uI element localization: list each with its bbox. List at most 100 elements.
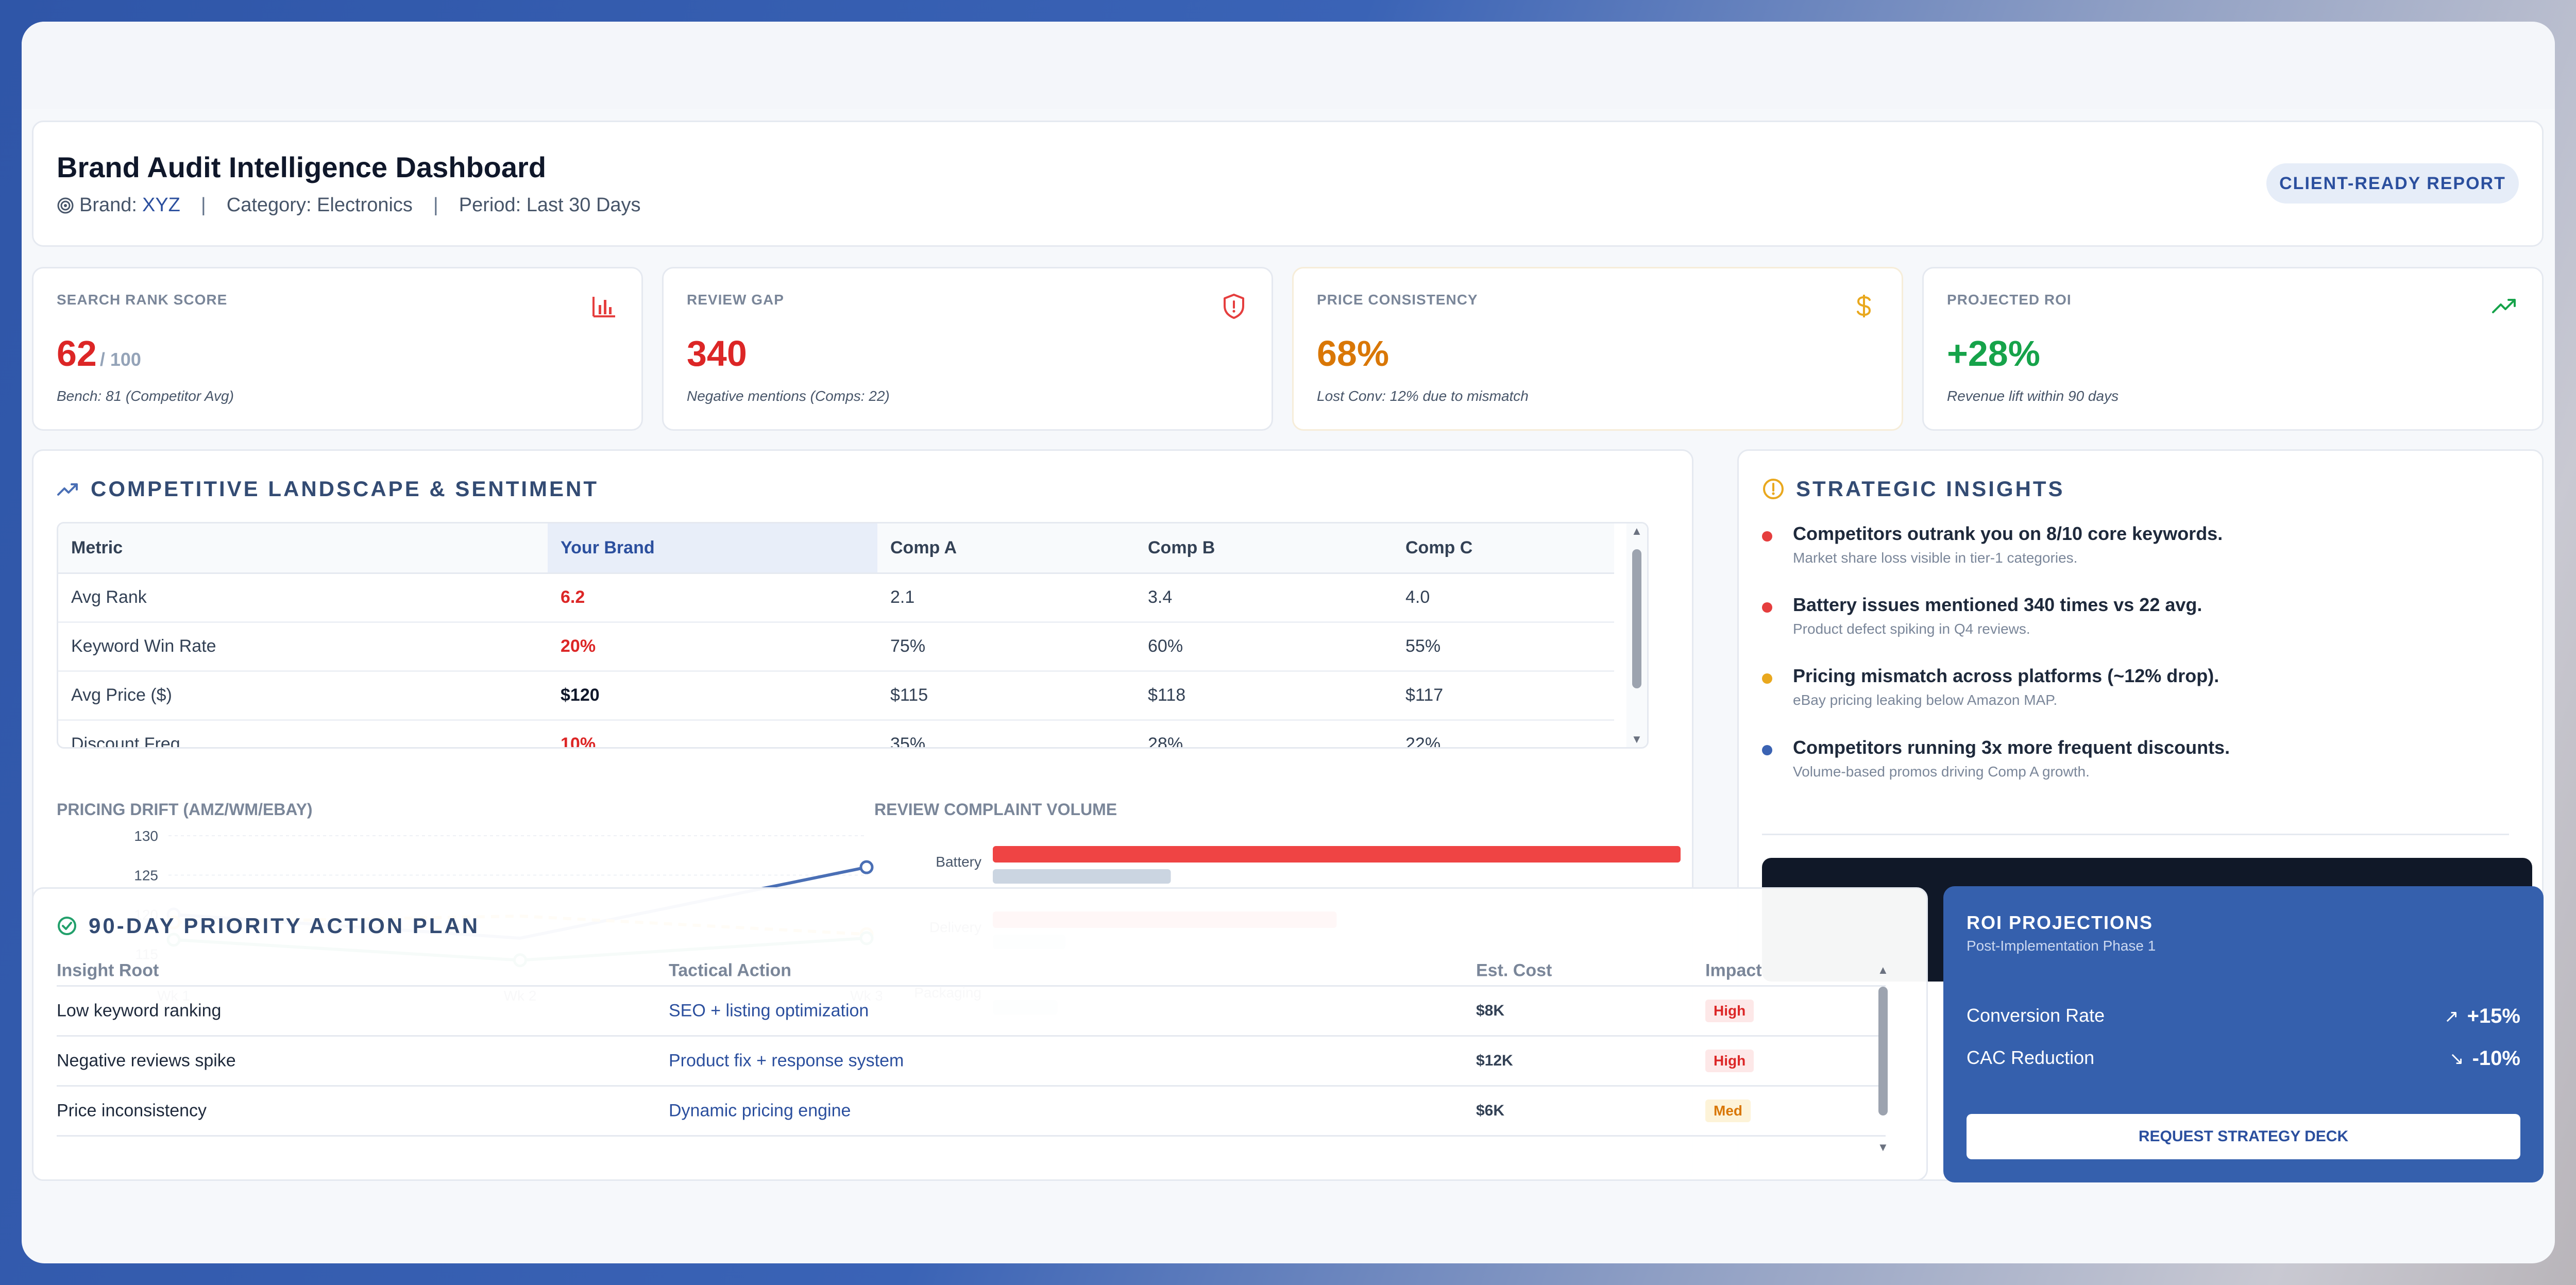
cost-cell: $12K: [1476, 1052, 1513, 1069]
table-row[interactable]: Low keyword ranking SEO + listing optimi…: [57, 987, 1886, 1037]
your-brand-cell: 10%: [548, 720, 877, 747]
pricing-drift-title: PRICING DRIFT (AMZ/WM/EBAY): [57, 800, 313, 819]
comp-cell: 60%: [1135, 622, 1393, 672]
insight-description: Volume-based promos driving Comp A growt…: [1793, 764, 2090, 780]
column-header: Comp C: [1393, 523, 1614, 574]
scroll-down-icon[interactable]: ▼: [1877, 1141, 1889, 1154]
insight-root-cell: Price inconsistency: [57, 1101, 207, 1121]
kpi-card-price-consistency: PRICE CONSISTENCY 68% Lost Conv: 12% due…: [1292, 267, 1903, 431]
report-meta: Brand: XYZ | Category: Electronics | Per…: [57, 194, 641, 216]
metric-cell: Discount Freq: [58, 720, 548, 747]
roi-title: ROI PROJECTIONS: [1967, 912, 2154, 933]
kpi-unit: / 100: [99, 349, 141, 370]
your-brand-cell: 20%: [548, 622, 877, 672]
kpi-label: PRICE CONSISTENCY: [1317, 292, 1478, 308]
table-row: Discount Freq 10% 35% 28% 22%: [58, 720, 1614, 747]
insight-bullet: [1762, 745, 1772, 755]
scrollbar-thumb[interactable]: [1632, 549, 1641, 688]
insights-title-text: STRATEGIC INSIGHTS: [1796, 477, 2065, 501]
your-brand-cell: 6.2: [548, 573, 877, 623]
comp-cell: 2.1: [877, 573, 1135, 623]
benchmark-bar: [993, 869, 1171, 884]
insight-item: Competitors running 3x more frequent dis…: [1762, 737, 2509, 780]
period-label: Period: Last 30 Days: [459, 194, 641, 216]
insight-description: Market share loss visible in tier-1 cate…: [1793, 550, 2078, 566]
comp-cell: $117: [1393, 671, 1614, 721]
comp-cell: $118: [1135, 671, 1393, 721]
kpi-number: 340: [687, 333, 747, 374]
target-icon: [57, 197, 74, 213]
kpi-card-search-rank: SEARCH RANK SCORE 62/ 100 Bench: 81 (Com…: [32, 267, 643, 431]
comp-cell: 3.4: [1135, 573, 1393, 623]
kpi-label: SEARCH RANK SCORE: [57, 292, 228, 308]
competitive-table[interactable]: Metric Your Brand Comp A Comp B Comp C A…: [57, 522, 1649, 749]
action-plan-title-text: 90-DAY PRIORITY ACTION PLAN: [89, 914, 480, 938]
data-point: [859, 860, 874, 874]
dollar-icon: [1857, 295, 1871, 317]
roi-subtitle: Post-Implementation Phase 1: [1967, 938, 2156, 954]
column-header: Insight Root: [57, 960, 159, 980]
arrow-up-right-icon: ↗: [2444, 1006, 2459, 1026]
tactical-action-link[interactable]: Product fix + response system: [669, 1051, 904, 1071]
scroll-up-icon[interactable]: ▲: [1631, 525, 1642, 537]
competitive-title: COMPETITIVE LANDSCAPE & SENTIMENT: [57, 477, 599, 501]
meta-separator: |: [433, 194, 438, 216]
insight-item: Battery issues mentioned 340 times vs 22…: [1762, 594, 2509, 637]
category-label: Category: Electronics: [226, 194, 413, 216]
comp-cell: 4.0: [1393, 573, 1614, 623]
your-brand-cell: $120: [548, 671, 877, 721]
table-row[interactable]: Price inconsistency Dynamic pricing engi…: [57, 1087, 1886, 1137]
page-title: Brand Audit Intelligence Dashboard: [57, 151, 547, 183]
kpi-subtext: Negative mentions (Comps: 22): [687, 388, 890, 404]
table-row: Keyword Win Rate 20% 75% 60% 55%: [58, 622, 1614, 672]
tactical-action-link[interactable]: Dynamic pricing engine: [669, 1101, 851, 1121]
kpi-value: 62/ 100: [57, 333, 141, 374]
trend-line-icon: [57, 483, 78, 496]
insight-item: Pricing mismatch across platforms (~12% …: [1762, 665, 2509, 708]
table-row: Avg Price ($) $120 $115 $118 $117: [58, 671, 1614, 721]
column-header: Metric: [58, 523, 548, 574]
app-window: Brand Audit Intelligence Dashboard Brand…: [22, 22, 2555, 1263]
competitive-title-text: COMPETITIVE LANDSCAPE & SENTIMENT: [91, 477, 599, 501]
action-plan-scrollbar[interactable]: ▲ ▼: [1875, 963, 1891, 1154]
insight-bullet: [1762, 673, 1772, 684]
column-header: Comp B: [1135, 523, 1393, 574]
table-scrollbar[interactable]: ▲ ▼: [1626, 523, 1647, 747]
kpi-card-projected-roi: PROJECTED ROI +28% Revenue lift within 9…: [1922, 267, 2544, 431]
table-row[interactable]: Negative reviews spike Product fix + res…: [57, 1037, 1886, 1087]
action-plan-panel: 90-DAY PRIORITY ACTION PLAN Insight Root…: [32, 887, 1928, 1181]
column-header: Comp A: [877, 523, 1135, 574]
trending-up-icon: [2492, 299, 2516, 313]
column-header: Est. Cost: [1476, 960, 1552, 980]
kpi-label: PROJECTED ROI: [1947, 292, 2072, 308]
roi-value: ↘ -10%: [2449, 1047, 2520, 1070]
action-plan-title: 90-DAY PRIORITY ACTION PLAN: [57, 914, 480, 938]
insight-root-cell: Low keyword ranking: [57, 1001, 222, 1021]
tactical-action-link[interactable]: SEO + listing optimization: [669, 1001, 869, 1021]
scroll-up-icon[interactable]: ▲: [1877, 963, 1889, 976]
y-tick-label: 130: [134, 828, 158, 844]
scrollbar-thumb[interactable]: [1878, 987, 1888, 1115]
table-row: Avg Rank 6.2 2.1 3.4 4.0: [58, 573, 1614, 623]
insight-root-cell: Negative reviews spike: [57, 1051, 236, 1071]
cost-cell: $8K: [1476, 1002, 1505, 1019]
comp-cell: 28%: [1135, 720, 1393, 747]
impact-badge: Med: [1705, 1100, 1751, 1122]
brand-value: XYZ: [142, 194, 180, 216]
window-topbar: [22, 22, 2555, 109]
insight-heading: Competitors outrank you on 8/10 core key…: [1793, 523, 2223, 544]
roi-value: ↗ +15%: [2444, 1005, 2520, 1028]
insight-description: Product defect spiking in Q4 reviews.: [1793, 621, 2030, 637]
y-tick-label: 125: [134, 867, 158, 883]
request-strategy-deck-button[interactable]: REQUEST STRATEGY DECK: [1967, 1114, 2520, 1159]
scroll-down-icon[interactable]: ▼: [1631, 733, 1642, 746]
comp-cell: $115: [877, 671, 1135, 721]
action-plan-table[interactable]: Insight Root Tactical Action Est. Cost I…: [57, 956, 1886, 1137]
check-circle-icon: [58, 917, 76, 935]
column-header: Tactical Action: [669, 960, 792, 980]
dashboard-header: Brand Audit Intelligence Dashboard Brand…: [32, 121, 2544, 247]
table-header-row: Insight Root Tactical Action Est. Cost I…: [57, 956, 1886, 987]
review-complaint-title: REVIEW COMPLAINT VOLUME: [874, 800, 1117, 819]
client-ready-badge[interactable]: CLIENT-READY REPORT: [2266, 163, 2519, 204]
cost-cell: $6K: [1476, 1102, 1505, 1119]
